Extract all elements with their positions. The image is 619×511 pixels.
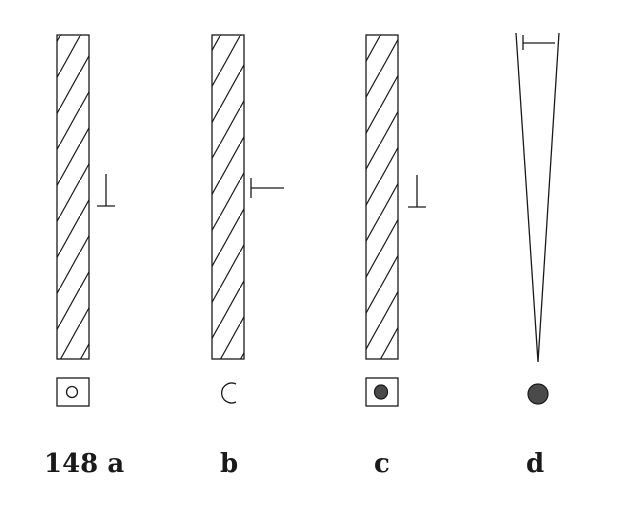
- caption-c: c: [374, 449, 390, 479]
- marker-c: [408, 175, 426, 208]
- tapering-needle-d: [515, 32, 560, 363]
- caption-d: d: [526, 449, 544, 479]
- marker-d: [522, 35, 555, 50]
- panel-a: 148 a: [44, 34, 124, 479]
- filled-dot-d: [527, 383, 549, 405]
- hollow-circle-a: [65, 385, 79, 399]
- section-square-c: [365, 377, 399, 407]
- marker-a: [97, 174, 115, 207]
- hatched-bar-a: [56, 34, 90, 360]
- panel-c: c: [365, 34, 426, 479]
- caption-a: 148 a: [44, 449, 124, 479]
- caption-b: b: [220, 449, 238, 479]
- hatched-bar-c: [365, 34, 399, 360]
- filled-dot-c: [373, 384, 389, 400]
- open-arc-b: [220, 382, 237, 404]
- panel-d: d: [515, 32, 560, 479]
- hatched-bar-b: [211, 34, 245, 360]
- marker-b: [250, 178, 284, 198]
- panel-b: b: [211, 34, 284, 479]
- section-square-a: [56, 377, 90, 407]
